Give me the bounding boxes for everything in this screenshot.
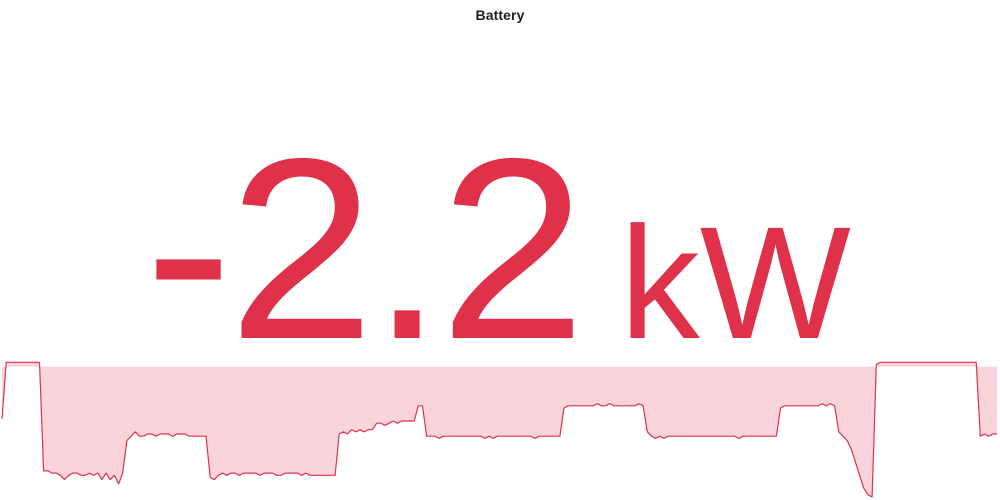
card-title: Battery [475, 7, 525, 23]
power-value: -2.2 [144, 104, 586, 393]
battery-history-line [1, 361, 997, 498]
power-reading: -2.2 kW [0, 120, 1000, 380]
battery-history-area [2, 362, 997, 497]
power-unit: kW [619, 193, 851, 372]
